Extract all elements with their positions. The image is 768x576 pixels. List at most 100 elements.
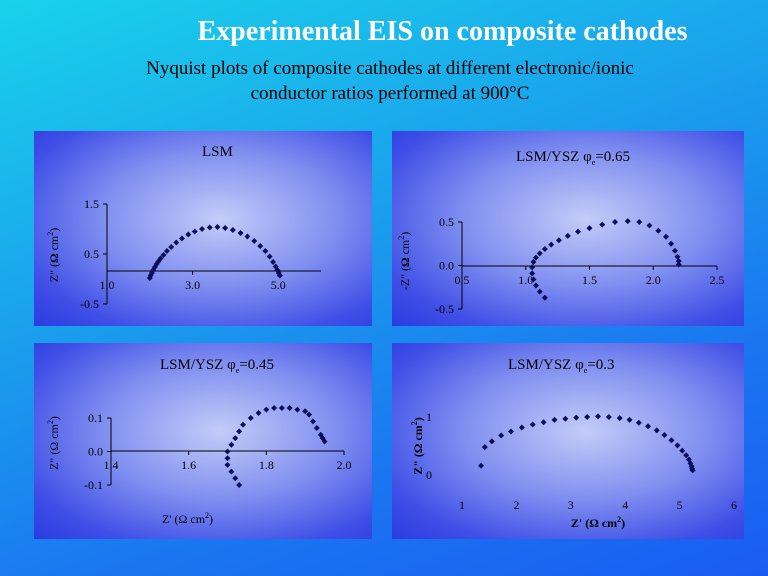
- data-point: [689, 467, 696, 474]
- data-point: [564, 232, 571, 239]
- data-point: [266, 253, 273, 260]
- x-tick-label: 6: [731, 498, 737, 512]
- y-tick-label: 0.0: [439, 259, 454, 273]
- chart-plot: 1.0 3.0 5.0 1.5 0.5 -0.5 Z" (Ω cm2): [46, 197, 321, 311]
- x-tick-label: 1.4: [104, 458, 119, 472]
- x-tick-label: 4: [622, 498, 628, 512]
- data-point: [236, 428, 243, 435]
- data-point: [247, 415, 254, 421]
- data-point: [206, 224, 213, 231]
- data-point: [286, 404, 293, 411]
- data-point: [536, 250, 543, 257]
- data-point: [309, 418, 316, 425]
- x-tick-label: 1: [459, 498, 465, 512]
- data-point: [270, 259, 277, 265]
- data-point: [236, 482, 243, 488]
- y-tick-label: -0.5: [435, 302, 454, 316]
- y-tick-label: 1: [426, 410, 432, 424]
- y-tick-label: 0: [426, 468, 432, 482]
- data-point: [178, 235, 185, 242]
- chart-lsm-ysz-065: LSM/YSZ φe=0.65 0.5 1.0 1.5 2.0 2.5 0.5 0.0 -0.…: [392, 131, 744, 326]
- subtitle-line-1: Nyquist plots of composite cathodes at d…: [146, 58, 634, 79]
- data-point: [636, 219, 643, 225]
- data-point: [173, 239, 180, 246]
- data-point: [478, 462, 485, 469]
- x-tick-label: 1.8: [259, 458, 274, 472]
- x-tick-label: 2: [513, 498, 519, 512]
- data-point: [244, 233, 251, 240]
- chart-title: LSM/YSZ φe=0.45: [160, 357, 275, 375]
- data-point: [257, 243, 264, 249]
- data-point: [278, 404, 285, 411]
- y-axis-label: Z" (Ω cm2): [46, 416, 61, 470]
- data-point: [498, 432, 505, 439]
- data-point: [306, 411, 313, 418]
- data-point: [653, 427, 660, 434]
- x-tick-label: 1.0: [518, 273, 533, 287]
- data-point: [151, 264, 158, 270]
- x-tick-label: 5.0: [271, 278, 286, 292]
- data-point: [302, 408, 309, 415]
- x-tick-label: 1.6: [181, 458, 196, 472]
- data-point: [529, 421, 536, 428]
- data-point: [214, 224, 221, 230]
- data-point: [294, 406, 301, 413]
- x-tick-label: 1.0: [100, 278, 115, 292]
- chart-lsm-ysz-03: LSM/YSZ φe=0.3 1 2 3 4 5 6 1 0 Z" (Ω cm2) Z' (Ω c…: [392, 343, 744, 539]
- y-tick-label: -0.5: [80, 297, 99, 311]
- data-point: [147, 272, 154, 279]
- data-point: [191, 228, 198, 235]
- data-point: [529, 270, 536, 277]
- data-point: [683, 452, 690, 459]
- data-point: [224, 448, 231, 455]
- data-point: [224, 461, 231, 468]
- data-point: [163, 248, 170, 254]
- y-tick-label: -0.1: [84, 478, 103, 492]
- subtitle-line-2: conductor ratios performed at 900°C: [250, 83, 530, 104]
- data-point: [541, 245, 548, 252]
- x-tick-label: 2.5: [710, 273, 725, 287]
- data-point: [185, 231, 192, 238]
- data-point: [645, 423, 652, 430]
- data-point: [319, 435, 326, 442]
- chart-plot: 1 2 3 4 5 6 1 0Z" (Ω cm2) Z' (Ω cm2): [410, 410, 737, 530]
- data-point: [605, 414, 612, 420]
- data-point: [646, 222, 653, 229]
- data-point: [530, 259, 537, 266]
- x-tick-label: 2.0: [337, 458, 352, 472]
- data-point: [153, 261, 160, 267]
- data-point: [530, 276, 537, 283]
- chart-plot: 1.4 1.6 1.8 2.0 0.1 0.0 -0.1 Z" (Ω cm2) Z' (Ω cm…: [46, 404, 352, 526]
- chart-title: LSM/YSZ φe=0.3: [508, 357, 615, 375]
- data-point: [661, 431, 668, 438]
- data-point: [612, 219, 618, 225]
- data-point: [551, 416, 558, 423]
- data-point: [240, 421, 247, 428]
- y-tick-label: 0.5: [84, 247, 99, 261]
- data-point: [668, 240, 675, 247]
- data-point: [668, 437, 675, 444]
- data-point: [262, 248, 269, 254]
- data-point: [584, 414, 591, 420]
- data-point: [675, 261, 682, 268]
- y-tick-label: 0.5: [439, 215, 454, 229]
- data-point: [224, 455, 231, 462]
- data-point: [313, 425, 320, 432]
- data-point: [229, 227, 236, 233]
- data-point: [532, 282, 539, 289]
- data-point: [251, 238, 258, 244]
- data-point: [529, 264, 536, 271]
- data-point: [228, 468, 235, 475]
- x-tick-label: 3: [568, 498, 574, 512]
- x-tick-label: 1.5: [582, 273, 597, 287]
- data-point: [481, 444, 488, 451]
- data-point: [232, 475, 239, 482]
- data-point: [271, 404, 278, 411]
- data-point: [321, 438, 328, 445]
- data-point: [222, 225, 229, 231]
- data-point: [157, 255, 164, 262]
- chart-title: LSM/YSZ φe=0.65: [516, 149, 631, 167]
- data-point: [518, 424, 525, 431]
- data-point: [548, 241, 555, 248]
- y-tick-label: 0.0: [88, 445, 103, 459]
